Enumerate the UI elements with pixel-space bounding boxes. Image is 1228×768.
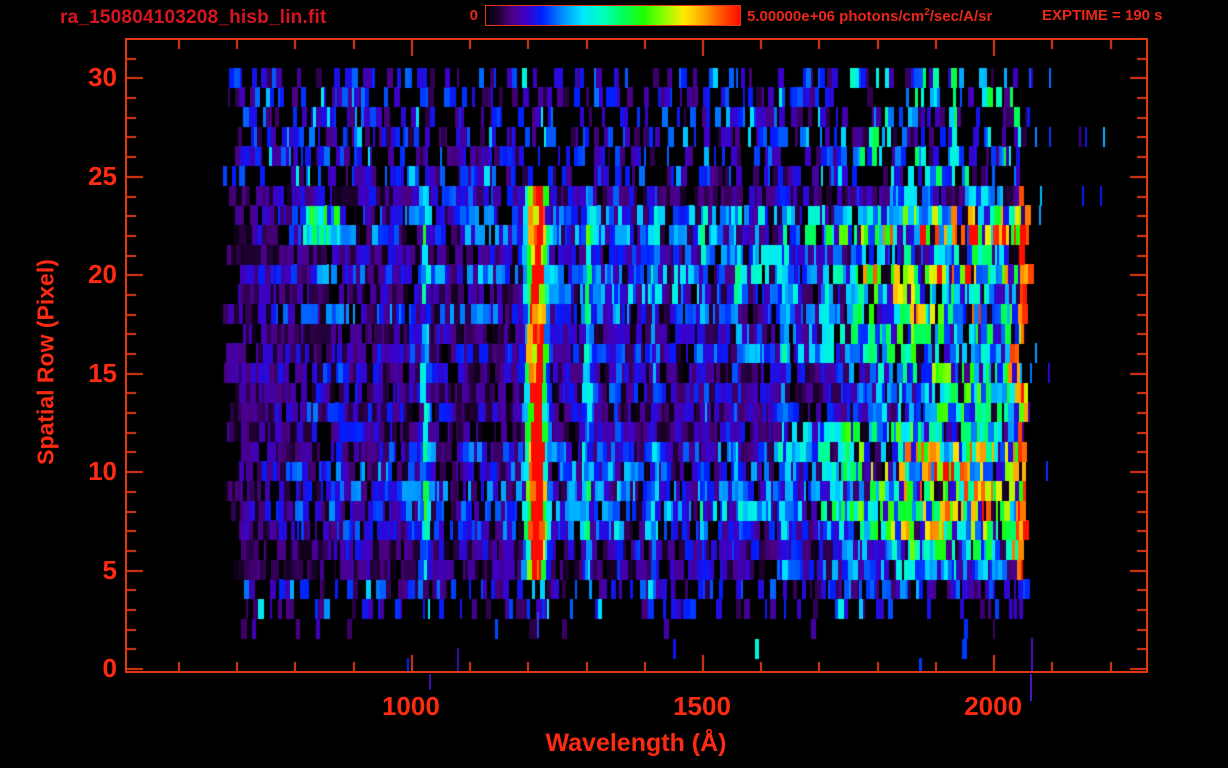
below-axis-artifact-line [429,674,431,690]
colorbar-units-suffix: /sec/A/sr [929,8,993,25]
y-tick-label: 0 [102,653,117,684]
x-tick-label: 1000 [381,691,440,721]
x-tick-label: 2000 [964,691,1023,721]
y-tick-label: 30 [88,62,117,93]
plot-frame [125,38,1148,673]
file-title: ra_150804103208_hisb_lin.fit [60,7,327,28]
colorbar-min-label: 0 [469,7,478,24]
colorbar-units-prefix: photons/cm [835,8,925,25]
x-tick-label: 1500 [673,691,731,721]
y-tick-label: 15 [88,357,117,388]
y-tick-label: 25 [88,160,117,191]
below-axis-artifact-line [1030,674,1032,701]
y-axis-title: Spatial Row (Pixel) [32,259,59,465]
colorbar-max-value: 5.00000e+06 [747,8,836,25]
exptime-label: EXPTIME = 190 s [1042,7,1163,24]
y-tick-label: 5 [102,554,117,585]
spectrogram-heatmap-canvas [127,40,1146,671]
y-tick-label: 20 [88,259,117,290]
colorbar-gradient [485,5,741,26]
x-axis-title: Wavelength (Å) [545,729,727,757]
colorbar-max-label: 5.00000e+06 photons/cm2/sec/A/sr [747,7,992,25]
y-tick-label: 10 [88,456,117,487]
colorbar-units-exponent: 2 [924,7,930,18]
